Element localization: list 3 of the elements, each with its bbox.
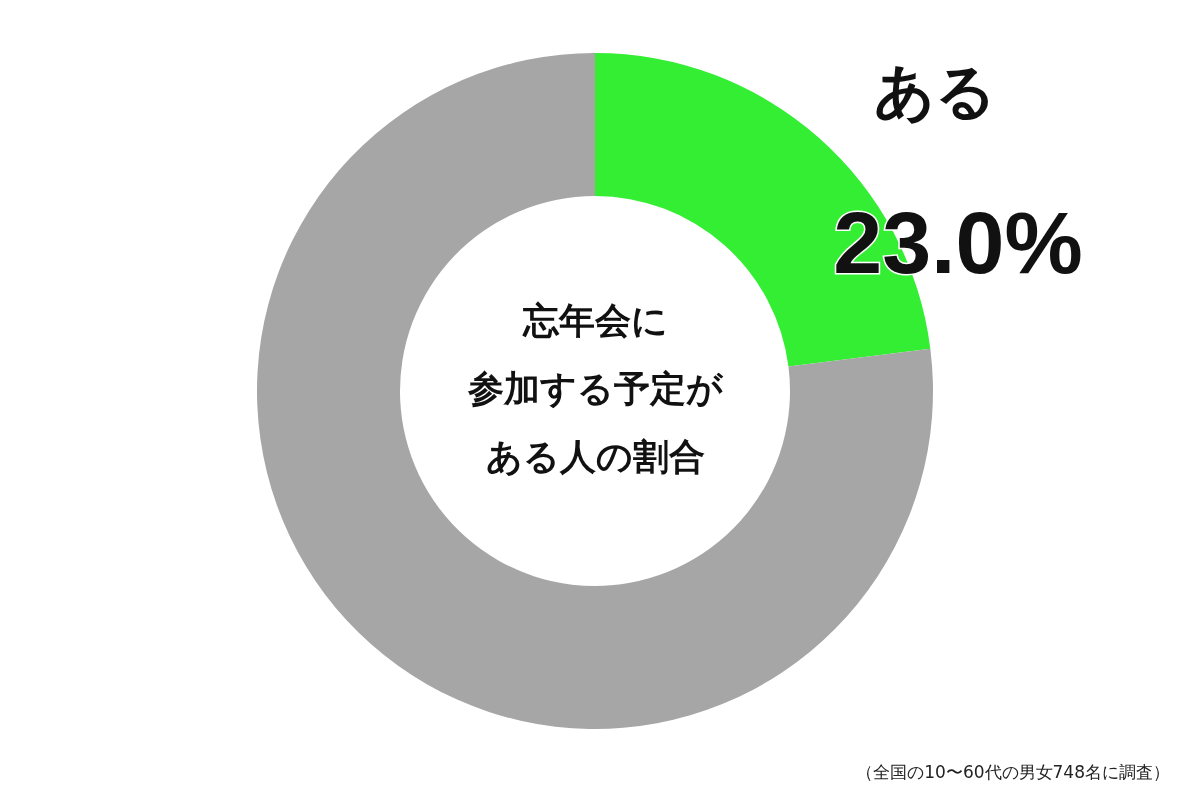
text: 忘年会に参加する予定がある人の割合 bbox=[466, 300, 724, 477]
text: （全国の10〜60代の男女748名に調査） bbox=[856, 762, 1170, 782]
slice-label: ある bbox=[874, 56, 996, 126]
